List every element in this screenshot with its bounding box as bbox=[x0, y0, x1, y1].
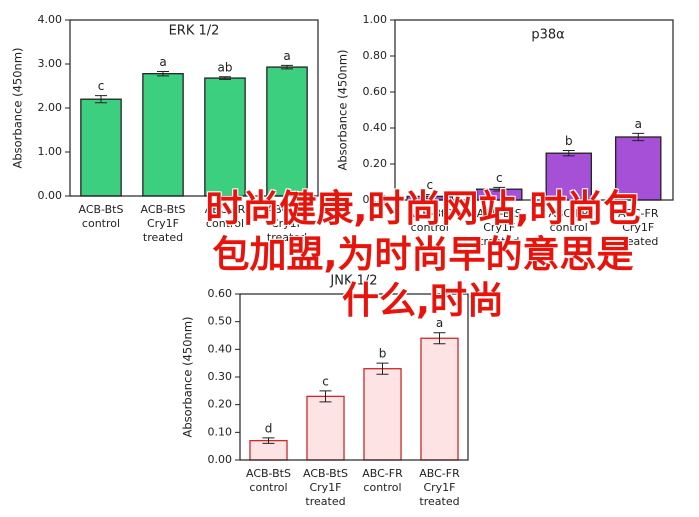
y-tick-label: 0.40 bbox=[208, 342, 233, 355]
y-tick-label: 0.00 bbox=[363, 193, 388, 206]
x-tick-label: control bbox=[82, 217, 120, 230]
bar bbox=[306, 395, 345, 461]
error-bar bbox=[95, 95, 107, 104]
y-tick-label: 0.30 bbox=[208, 370, 233, 383]
x-tick-label: ACB-BtS bbox=[79, 203, 124, 216]
significance-letter: a bbox=[283, 49, 290, 63]
y-tick-label: 0.60 bbox=[208, 287, 233, 300]
y-tick-label: 0.50 bbox=[208, 315, 233, 328]
significance-letter: d bbox=[265, 421, 273, 435]
significance-letter: a bbox=[436, 316, 443, 330]
x-tick-label: Cry1F bbox=[622, 221, 654, 234]
x-tick-label: control bbox=[363, 481, 401, 494]
x-tick-label: ABC-FR bbox=[549, 207, 590, 220]
plot-frame bbox=[69, 19, 319, 197]
y-tick-label: 2.00 bbox=[38, 101, 63, 114]
x-tick-label: treated bbox=[419, 495, 459, 508]
x-tick-label: Cry1F bbox=[483, 221, 515, 234]
y-tick-label: 0.80 bbox=[363, 49, 388, 62]
error-bar bbox=[493, 186, 506, 192]
chart-title: ERK 1/2 bbox=[169, 24, 220, 39]
x-tick-label: ABC-FR bbox=[419, 467, 460, 480]
error-bar bbox=[319, 390, 332, 403]
bar bbox=[204, 77, 246, 197]
y-tick-label: 0.20 bbox=[208, 398, 233, 411]
x-tick-label: Cry1F bbox=[309, 481, 341, 494]
x-tick-label: Cry1F bbox=[423, 481, 455, 494]
significance-letter: c bbox=[496, 171, 503, 185]
x-tick-label: ACB-BtS bbox=[303, 467, 348, 480]
x-tick-label: treated bbox=[305, 495, 345, 508]
error-bar bbox=[376, 362, 389, 375]
error-bar bbox=[157, 70, 169, 77]
y-tick-label: 0.40 bbox=[363, 121, 388, 134]
bar bbox=[363, 368, 402, 461]
bar bbox=[420, 337, 459, 461]
x-tick-label: treated bbox=[267, 231, 307, 244]
significance-letter: c bbox=[98, 79, 105, 93]
significance-letter: a bbox=[635, 117, 642, 131]
error-bar bbox=[219, 76, 231, 80]
y-tick-label: 3.00 bbox=[38, 57, 63, 70]
chart-title: p38α bbox=[531, 28, 564, 43]
overlay-text: 时尚健康,时尚网站,时尚包包加盟,为时尚早的意思是什么,时尚 bbox=[205, 187, 641, 322]
x-tick-label: control bbox=[411, 221, 449, 234]
error-bar bbox=[632, 132, 645, 142]
significance-letter: a bbox=[159, 55, 166, 69]
x-tick-label: ABC-FR bbox=[618, 207, 659, 220]
bar bbox=[80, 98, 122, 197]
y-tick-label: 0.60 bbox=[363, 85, 388, 98]
significance-letter: c bbox=[322, 374, 329, 388]
x-tick-label: ACB-BtS bbox=[477, 207, 522, 220]
x-tick-label: ACB-BtS bbox=[246, 467, 291, 480]
significance-letter: c bbox=[426, 178, 433, 192]
x-tick-label: treated bbox=[143, 231, 183, 244]
y-tick-label: 0.20 bbox=[363, 157, 388, 170]
significance-letter: b bbox=[565, 134, 573, 148]
y-axis-label: Absorbance (450nm) bbox=[181, 316, 195, 437]
x-tick-label: ABC-FR bbox=[205, 203, 246, 216]
y-tick-label: 0.10 bbox=[208, 425, 233, 438]
x-tick-label: ABC-FR bbox=[267, 203, 308, 216]
plot-frame bbox=[394, 19, 674, 201]
x-tick-label: control bbox=[249, 481, 287, 494]
y-tick-label: 1.00 bbox=[363, 13, 388, 26]
y-tick-label: 4.00 bbox=[38, 13, 63, 26]
error-bar bbox=[423, 194, 436, 199]
x-tick-label: Cry1F bbox=[147, 217, 179, 230]
x-tick-label: ABC-FR bbox=[362, 467, 403, 480]
significance-letter: b bbox=[379, 347, 387, 361]
error-bar bbox=[262, 437, 275, 444]
x-tick-label: ACB-BtS bbox=[407, 207, 452, 220]
x-tick-label: treated bbox=[618, 235, 658, 248]
x-tick-label: control bbox=[550, 221, 588, 234]
x-tick-label: ACB-BtS bbox=[141, 203, 186, 216]
plot-frame bbox=[239, 293, 469, 461]
y-axis-label: Absorbance (450nm) bbox=[336, 49, 350, 170]
x-tick-label: treated bbox=[479, 235, 519, 248]
x-tick-label: control bbox=[206, 217, 244, 230]
error-bar bbox=[433, 332, 446, 345]
significance-letter: ab bbox=[218, 60, 233, 74]
y-tick-label: 1.00 bbox=[38, 145, 63, 158]
y-tick-label: 0.00 bbox=[38, 189, 63, 202]
error-bar bbox=[562, 150, 575, 157]
x-tick-label: Cry1F bbox=[271, 217, 303, 230]
bar bbox=[142, 73, 184, 197]
error-bar bbox=[281, 64, 293, 70]
chart-title: JNK 1/2 bbox=[329, 274, 377, 289]
bar bbox=[266, 66, 308, 197]
y-tick-label: 0.00 bbox=[208, 453, 233, 466]
y-axis-label: Absorbance (450nm) bbox=[11, 47, 25, 168]
